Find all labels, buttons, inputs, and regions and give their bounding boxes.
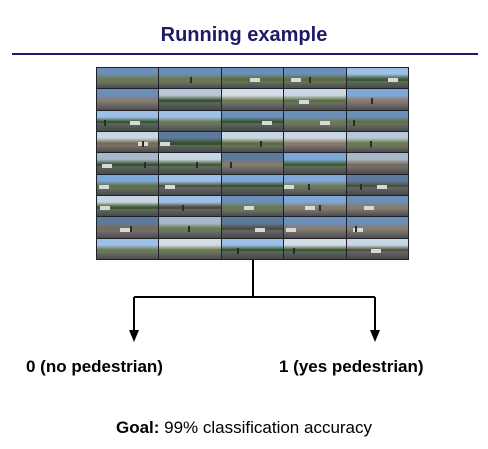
street-thumbnail bbox=[221, 196, 284, 217]
street-thumbnail bbox=[97, 132, 159, 153]
label-yes-pedestrian: 1 (yes pedestrian) bbox=[279, 357, 424, 376]
street-thumbnail bbox=[159, 196, 221, 217]
pedestrian-shape bbox=[319, 205, 322, 212]
street-thumbnail bbox=[159, 174, 221, 195]
pedestrian-shape bbox=[129, 226, 132, 233]
street-thumbnail bbox=[346, 89, 408, 110]
street-thumbnail bbox=[284, 89, 346, 110]
car-shape bbox=[377, 184, 388, 189]
street-thumbnail bbox=[346, 132, 408, 153]
street-thumbnail bbox=[97, 153, 159, 174]
street-thumbnail bbox=[284, 174, 346, 195]
goal-text: 99% classification accuracy bbox=[159, 418, 373, 437]
street-thumbnail bbox=[221, 110, 284, 131]
pedestrian-shape bbox=[182, 205, 185, 212]
pedestrian-shape bbox=[237, 247, 240, 254]
title-underline bbox=[12, 53, 478, 55]
car-shape bbox=[160, 142, 170, 147]
car-shape bbox=[370, 248, 381, 253]
street-thumbnail bbox=[221, 89, 284, 110]
street-thumbnail bbox=[346, 238, 408, 259]
car-shape bbox=[262, 120, 273, 125]
pedestrian-shape bbox=[143, 162, 146, 169]
car-shape bbox=[290, 78, 301, 83]
left-arrow-head bbox=[129, 330, 139, 342]
car-shape bbox=[286, 227, 297, 232]
street-thumbnail bbox=[346, 217, 408, 238]
street-thumbnail bbox=[284, 132, 346, 153]
street-thumbnail bbox=[97, 217, 159, 238]
goal-statement: Goal: 99% classification accuracy bbox=[0, 418, 488, 438]
street-thumbnail bbox=[284, 238, 346, 259]
pedestrian-shape bbox=[369, 141, 372, 148]
pedestrian-shape bbox=[307, 183, 310, 190]
pedestrian-shape bbox=[195, 162, 198, 169]
street-thumbnail bbox=[221, 132, 284, 153]
street-thumbnail bbox=[97, 68, 159, 89]
car-shape bbox=[364, 206, 375, 211]
car-shape bbox=[120, 227, 131, 232]
label-no-pedestrian: 0 (no pedestrian) bbox=[26, 357, 163, 376]
pedestrian-shape bbox=[309, 77, 312, 84]
street-thumbnail bbox=[284, 217, 346, 238]
street-thumbnail bbox=[97, 110, 159, 131]
pedestrian-shape bbox=[190, 77, 193, 84]
car-shape bbox=[305, 206, 316, 211]
goal-prefix: Goal: bbox=[115, 418, 160, 437]
car-shape bbox=[164, 184, 175, 189]
pedestrian-shape bbox=[230, 162, 233, 169]
street-image-mosaic bbox=[96, 67, 409, 260]
street-thumbnail bbox=[284, 110, 346, 131]
right-arrow-head bbox=[370, 330, 380, 342]
street-thumbnail bbox=[221, 153, 284, 174]
street-thumbnail bbox=[346, 68, 408, 89]
street-thumbnail bbox=[97, 238, 159, 259]
car-shape bbox=[284, 184, 295, 189]
car-shape bbox=[319, 120, 330, 125]
pedestrian-shape bbox=[141, 141, 144, 148]
street-thumbnail bbox=[284, 68, 346, 89]
car-shape bbox=[243, 206, 254, 211]
pedestrian-shape bbox=[355, 226, 358, 233]
street-thumbnail bbox=[159, 68, 221, 89]
street-thumbnail bbox=[346, 153, 408, 174]
pedestrian-shape bbox=[360, 183, 363, 190]
street-thumbnail bbox=[221, 238, 284, 259]
car-shape bbox=[352, 227, 363, 232]
street-thumbnail bbox=[159, 89, 221, 110]
car-shape bbox=[100, 206, 111, 211]
street-thumbnail bbox=[97, 89, 159, 110]
street-thumbnail bbox=[159, 153, 221, 174]
car-shape bbox=[298, 99, 309, 104]
street-thumbnail bbox=[284, 196, 346, 217]
pedestrian-shape bbox=[259, 141, 262, 148]
pedestrian-shape bbox=[371, 98, 374, 105]
pedestrian-shape bbox=[353, 119, 356, 126]
car-shape bbox=[250, 78, 261, 83]
street-thumbnail bbox=[159, 110, 221, 131]
pedestrian-shape bbox=[103, 119, 106, 126]
street-thumbnail bbox=[97, 196, 159, 217]
street-thumbnail bbox=[221, 174, 284, 195]
street-thumbnail bbox=[284, 153, 346, 174]
street-thumbnail bbox=[346, 110, 408, 131]
street-thumbnail bbox=[159, 217, 221, 238]
pedestrian-shape bbox=[293, 247, 296, 254]
street-thumbnail bbox=[221, 68, 284, 89]
car-shape bbox=[129, 120, 140, 125]
car-shape bbox=[387, 78, 398, 83]
pedestrian-shape bbox=[188, 226, 191, 233]
car-shape bbox=[99, 184, 110, 189]
street-thumbnail bbox=[346, 196, 408, 217]
car-shape bbox=[254, 227, 265, 232]
street-thumbnail bbox=[346, 174, 408, 195]
street-thumbnail bbox=[159, 132, 221, 153]
street-thumbnail bbox=[221, 217, 284, 238]
street-thumbnail bbox=[159, 238, 221, 259]
car-shape bbox=[101, 163, 112, 168]
street-thumbnail bbox=[97, 174, 159, 195]
slide-title: Running example bbox=[160, 24, 328, 46]
